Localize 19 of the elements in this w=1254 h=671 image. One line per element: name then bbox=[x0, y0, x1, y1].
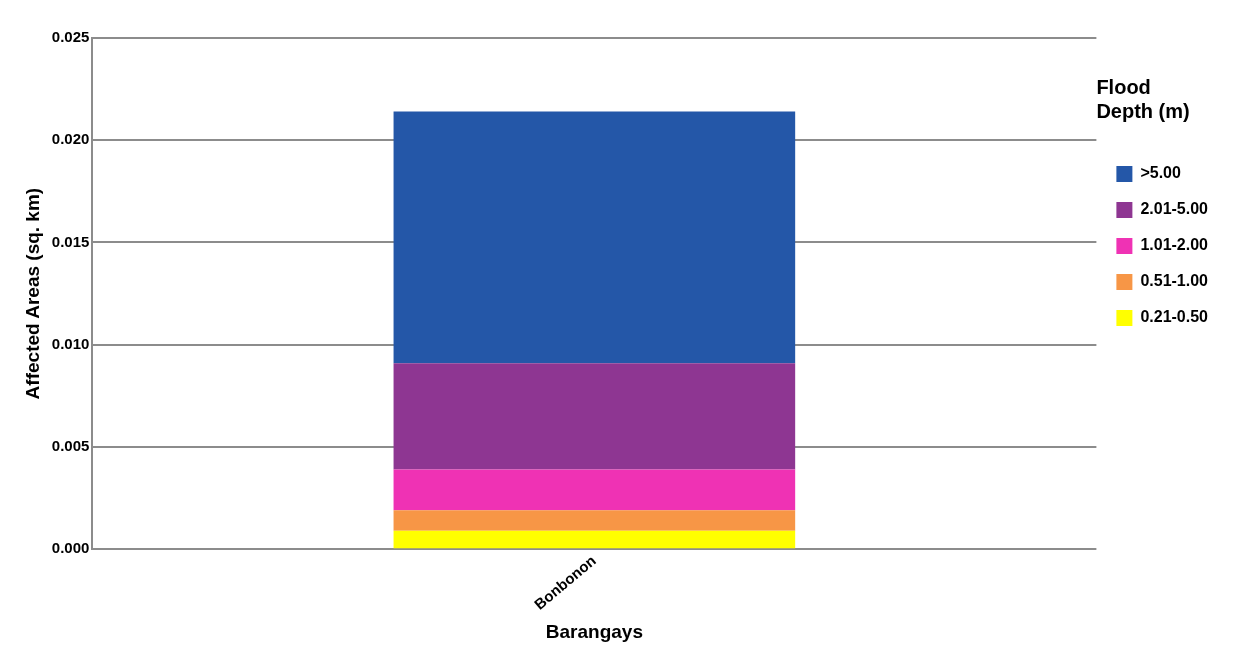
legend-label: 0.21-0.50 bbox=[1140, 308, 1209, 326]
y-tick-label: 0.020 bbox=[51, 130, 90, 148]
bar bbox=[393, 530, 796, 549]
bar bbox=[393, 111, 796, 364]
y-tick-label: 0.000 bbox=[51, 539, 90, 557]
y-tick-label: 0.015 bbox=[51, 232, 90, 250]
legend-title: Flood Depth (m) bbox=[1096, 75, 1190, 122]
y-axis-title: Affected Areas (sq. km) bbox=[21, 187, 43, 400]
bar bbox=[393, 510, 796, 531]
legend-label: 1.01-2.00 bbox=[1140, 236, 1209, 254]
y-tick-label: 0.025 bbox=[51, 28, 90, 46]
bar bbox=[393, 469, 796, 511]
bar bbox=[393, 363, 796, 470]
y-tick-label: 0.005 bbox=[51, 437, 90, 455]
y-tick-label: 0.010 bbox=[51, 334, 90, 352]
x-axis-title: Barangays bbox=[545, 620, 643, 642]
legend-label: >5.00 bbox=[1140, 164, 1181, 182]
legend-label: 0.51-1.00 bbox=[1140, 272, 1209, 290]
legend-label: 2.01-5.00 bbox=[1140, 200, 1209, 218]
